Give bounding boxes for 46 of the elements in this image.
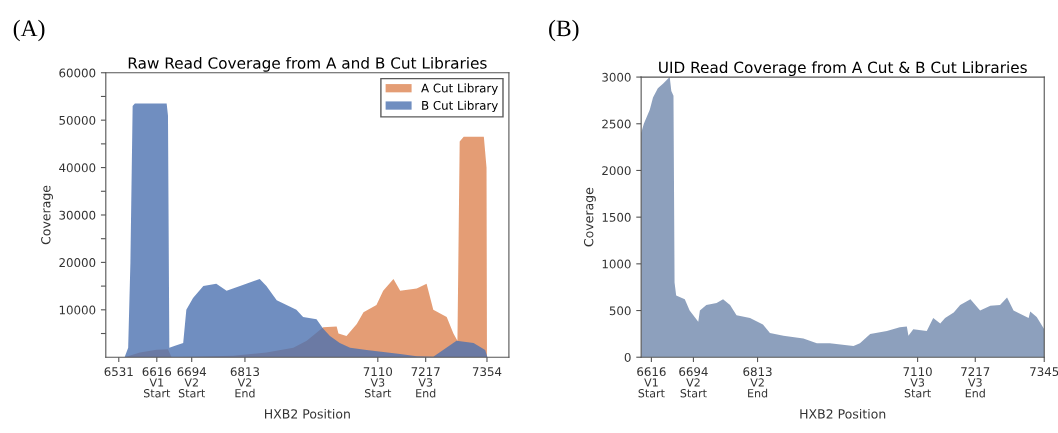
text: (B): [549, 19, 579, 42]
text: (A): [13, 19, 45, 42]
legend-label: A Cut Library: [421, 83, 498, 95]
x-tick-label: 6616: [637, 367, 666, 377]
y-tick-label: 500: [609, 306, 631, 316]
annotation: V1 Start: [143, 378, 171, 398]
annotation: V2 End: [235, 378, 255, 398]
x-tick-label: 6694: [177, 367, 207, 377]
y-tick-label: 1000: [602, 259, 631, 269]
annotation: V2 Start: [178, 378, 205, 398]
x-tick-label: 6531: [104, 367, 133, 377]
chart-title: Raw Read Coverage from A and B Cut Libraries: [128, 56, 487, 72]
legend-label: B Cut Library: [422, 100, 498, 113]
x-tick-label: 6813: [230, 367, 260, 377]
x-axis-title: HXB2 Position: [265, 408, 350, 419]
x-tick-label: 7110: [363, 367, 393, 377]
y-tick-label: 2500: [602, 119, 631, 129]
x-tick-label: 7110: [903, 367, 932, 377]
y-tick-label: 3000: [602, 72, 631, 82]
annotation: V1 Start: [638, 378, 665, 398]
annotation: V3 End: [965, 378, 985, 398]
y-tick-label: 50000: [59, 115, 96, 125]
y-tick-label: 40000: [59, 163, 96, 173]
y-tick-label: 30000: [59, 210, 96, 220]
y-axis-title: Coverage: [41, 185, 53, 245]
chart-title: UID Read Coverage from A Cut & B Cut Libraries: [659, 61, 1027, 77]
x-tick-label: 6813: [743, 367, 772, 377]
y-tick-label: 1500: [602, 212, 631, 222]
x-axis-title: HXB2 Position: [800, 408, 886, 419]
annotation: V2 End: [748, 378, 768, 398]
x-tick-label: 6616: [142, 367, 172, 377]
y-tick-label: 20000: [59, 258, 96, 268]
x-tick-label: 7345: [1030, 367, 1058, 377]
annotation: V3 End: [416, 378, 436, 398]
annotation: V3 Start: [904, 378, 931, 398]
x-tick-label: 7217: [961, 367, 990, 376]
y-tick-label: 2000: [602, 166, 631, 176]
annotation: V2 Start: [680, 378, 707, 398]
y-tick-label: 0: [624, 352, 631, 362]
y-axis-title: Coverage: [583, 187, 596, 247]
x-tick-label: 7217: [411, 367, 440, 376]
x-tick-label: 7354: [472, 367, 502, 377]
annotation: V3 Start: [364, 378, 392, 398]
y-tick-label: 10000: [59, 305, 96, 315]
x-tick-label: 6694: [679, 367, 708, 377]
y-tick-label: 60000: [59, 68, 96, 78]
